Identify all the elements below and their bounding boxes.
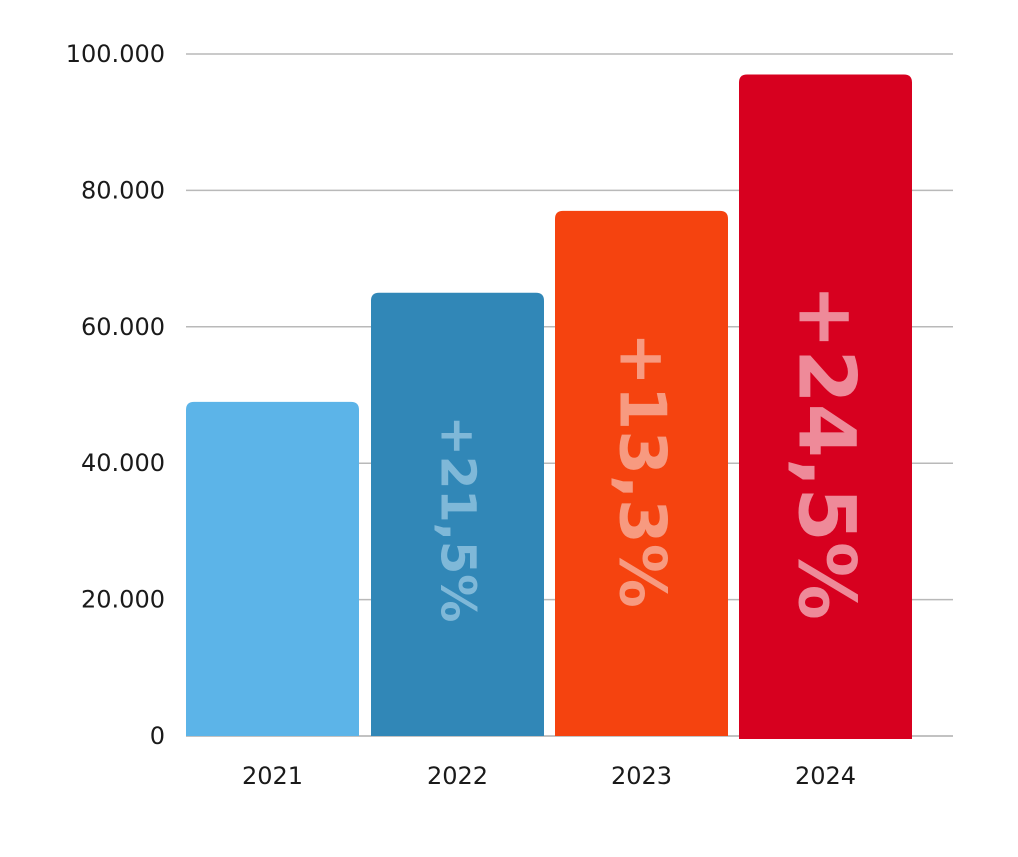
x-axis-tick-labels: 2021 2022 2023 2024 <box>242 762 856 790</box>
y-tick-label: 60.000 <box>81 313 165 341</box>
bar-label-2024: +24,5% <box>781 284 871 620</box>
x-tick-label: 2021 <box>242 762 303 790</box>
bar-2024 <box>739 74 912 739</box>
y-tick-label: 100.000 <box>66 40 165 68</box>
y-tick-label: 80.000 <box>81 176 165 204</box>
bar-label-2022: +21,5% <box>430 416 486 623</box>
bar-2021 <box>186 401 359 736</box>
x-tick-label: 2024 <box>795 762 856 790</box>
bar-2022 <box>371 292 544 736</box>
y-axis-tick-labels: 0 20.000 40.000 60.000 80.000 100.000 <box>66 40 165 750</box>
bar-label-2023: +13,3% <box>605 332 679 608</box>
bars: +21,5% +13,3% +24,5% <box>186 74 912 739</box>
y-tick-label: 40.000 <box>81 449 165 477</box>
bar-2023 <box>555 210 728 737</box>
x-tick-label: 2022 <box>427 762 488 790</box>
x-tick-label: 2023 <box>611 762 672 790</box>
y-tick-label: 20.000 <box>81 586 165 614</box>
y-tick-label: 0 <box>150 722 165 750</box>
